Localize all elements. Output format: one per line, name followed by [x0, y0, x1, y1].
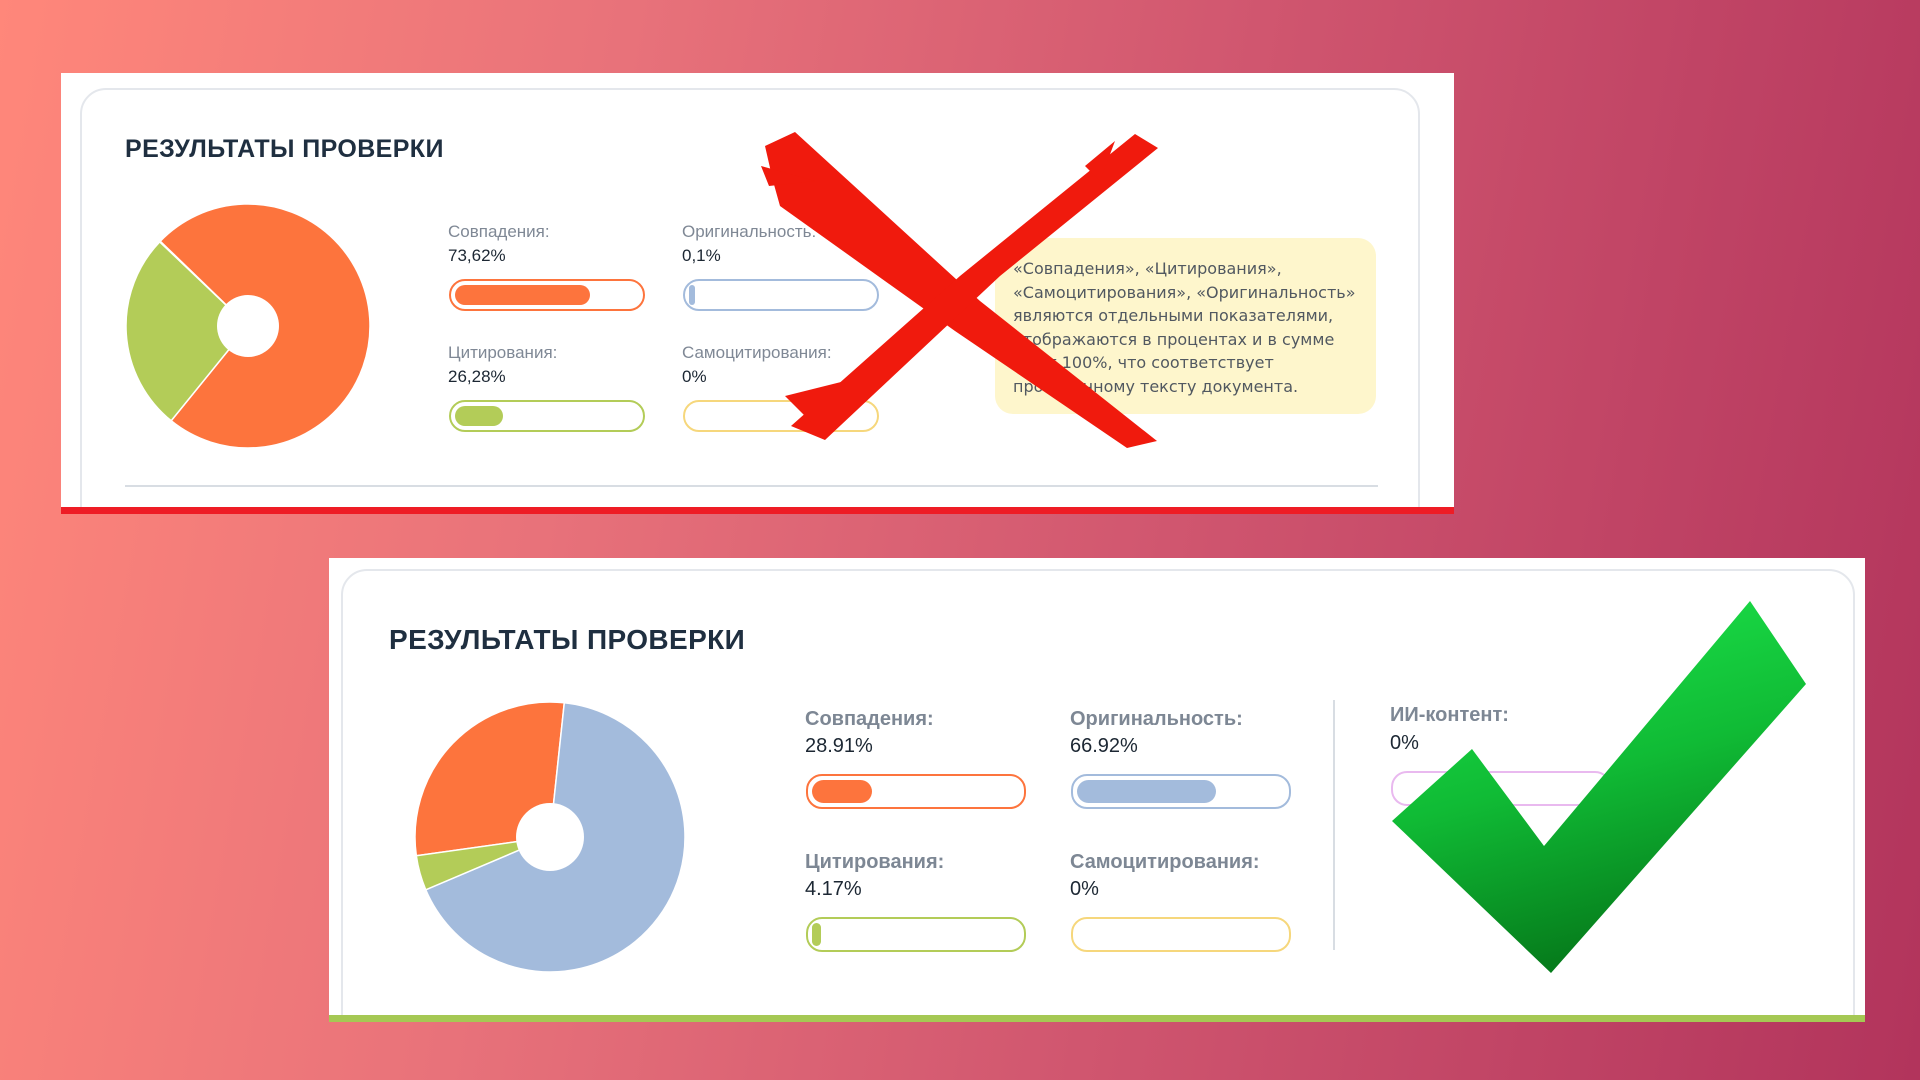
metric-self-citations-label: Самоцитирования:: [1070, 851, 1260, 873]
metric-ai-content-label: ИИ-контент:: [1390, 704, 1509, 726]
metric-citations-value: 4.17%: [805, 878, 862, 900]
screenshot-top: РЕЗУЛЬТАТЫ ПРОВЕРКИ Совпадения: 73,62% О…: [61, 73, 1454, 514]
results-title-bottom: РЕЗУЛЬТАТЫ ПРОВЕРКИ: [389, 624, 746, 655]
metric-citations-value: 26,28%: [448, 367, 506, 386]
metric-matches-value: 28.91%: [805, 735, 873, 757]
metric-matches-bar: [449, 279, 645, 311]
green-underline: [329, 1015, 1865, 1022]
metric-matches-bar-fill: [455, 285, 591, 305]
metric-originality-bar: [683, 279, 879, 311]
red-underline: [61, 507, 1454, 514]
metric-originality-label: Оригинальность:: [1070, 708, 1243, 730]
metric-self-citations-value: 0%: [682, 367, 707, 386]
info-note-line: отображаются в процентах и в сумме: [1013, 329, 1335, 349]
metric-ai-content-value: 0%: [1390, 732, 1419, 754]
vertical-divider: [1333, 700, 1335, 950]
metric-self-citations-bar: [1071, 917, 1291, 952]
metric-citations-label: Цитирования:: [805, 851, 945, 873]
info-note-line: «Самоцитирования», «Оригинальность»: [1013, 282, 1356, 302]
metric-matches-label: Совпадения:: [448, 222, 550, 241]
metric-originality-value: 0,1%: [682, 246, 721, 265]
donut-hole: [516, 803, 584, 871]
metric-citations-bar-fill: [812, 923, 821, 946]
metric-originality-bar-fill: [689, 285, 695, 305]
metric-citations-bar: [806, 917, 1026, 952]
metric-matches-label: Совпадения:: [805, 708, 934, 730]
metric-originality-bar-fill: [1077, 780, 1217, 803]
metric-citations-bar-fill: [455, 406, 504, 426]
metric-self-citations-label: Самоцитирования:: [682, 343, 832, 362]
metric-originality-bar: [1071, 774, 1291, 809]
metric-matches-bar: [806, 774, 1026, 809]
metric-citations-label: Цитирования:: [448, 343, 558, 362]
metric-originality-label: Оригинальность:: [682, 222, 817, 241]
donut-slice: [415, 836, 551, 891]
info-note-line: дают 100%, что соответствует: [1013, 353, 1274, 372]
cross-mark-icon: [761, 132, 1158, 448]
donut-chart-top: [125, 203, 371, 449]
info-note-line: «Совпадения», «Цитирования»,: [1013, 259, 1282, 278]
metric-self-citations-value: 0%: [1070, 878, 1099, 900]
check-mark-icon: [1392, 601, 1806, 973]
metric-originality-value: 66.92%: [1070, 735, 1138, 757]
metric-citations-bar: [449, 400, 645, 432]
metric-matches-bar-fill: [812, 780, 873, 803]
results-title-top: РЕЗУЛЬТАТЫ ПРОВЕРКИ: [125, 135, 444, 163]
donut-hole: [217, 295, 279, 357]
card-divider-top: [125, 485, 1378, 487]
info-note-text: «Совпадения», «Цитирования», «Самоцитиро…: [1013, 257, 1356, 398]
donut-slice: [125, 240, 250, 422]
info-note-line: являются отдельными показателями,: [1013, 306, 1334, 325]
metric-matches-value: 73,62%: [448, 246, 506, 265]
donut-chart-bottom: [414, 701, 686, 973]
